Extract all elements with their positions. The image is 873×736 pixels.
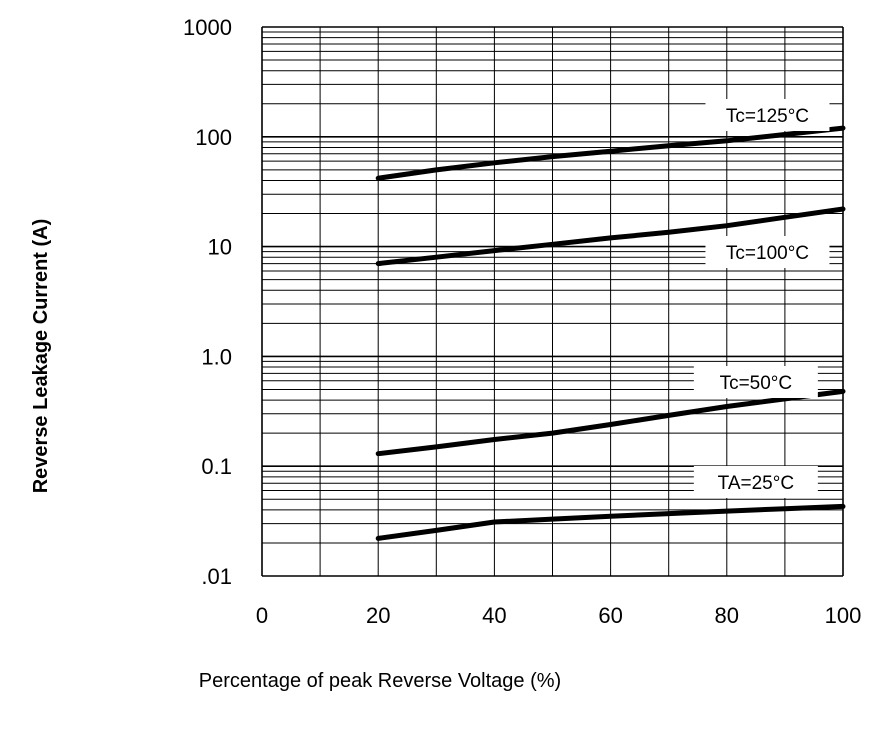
x-tick-label: 20 xyxy=(366,603,390,628)
series-label: Tc=50°C xyxy=(720,373,793,394)
y-tick-label: 100 xyxy=(195,125,232,150)
x-tick-label: 40 xyxy=(482,603,506,628)
series-lines: Tc=125°C Tc=100°C Tc=50°C TA=25°C xyxy=(375,99,846,541)
x-tick-label: 100 xyxy=(825,603,862,628)
series-label-background xyxy=(705,236,830,268)
y-axis-label: Reverse Leakage Current (A) xyxy=(30,219,52,494)
series-label: TA=25°C xyxy=(718,473,794,494)
y-tick-label: 10 xyxy=(208,235,232,260)
series-label: Tc=100°C xyxy=(726,243,809,264)
y-tick-label: 1000 xyxy=(183,15,232,40)
series-label-background xyxy=(693,366,818,398)
series-line xyxy=(375,125,846,181)
series-line xyxy=(375,503,846,541)
series-label-background xyxy=(693,466,818,498)
y-tick-label: 1.0 xyxy=(201,344,232,369)
series-line xyxy=(375,388,846,457)
series-label-background xyxy=(705,99,830,131)
series-label: Tc=125°C xyxy=(726,106,809,127)
x-tick-label: 60 xyxy=(598,603,622,628)
y-tick-label: 0.1 xyxy=(201,454,232,479)
x-axis-label: Percentage of peak Reverse Voltage (%) xyxy=(198,670,562,692)
y-tick-label: .01 xyxy=(201,564,232,589)
series-line xyxy=(375,206,846,267)
x-tick-label: 0 xyxy=(256,603,268,628)
x-tick-label: 80 xyxy=(715,603,739,628)
tick-labels: 0 20 40 60 80 100 1000 100 10 1.0 0.1 .01 xyxy=(183,15,861,628)
